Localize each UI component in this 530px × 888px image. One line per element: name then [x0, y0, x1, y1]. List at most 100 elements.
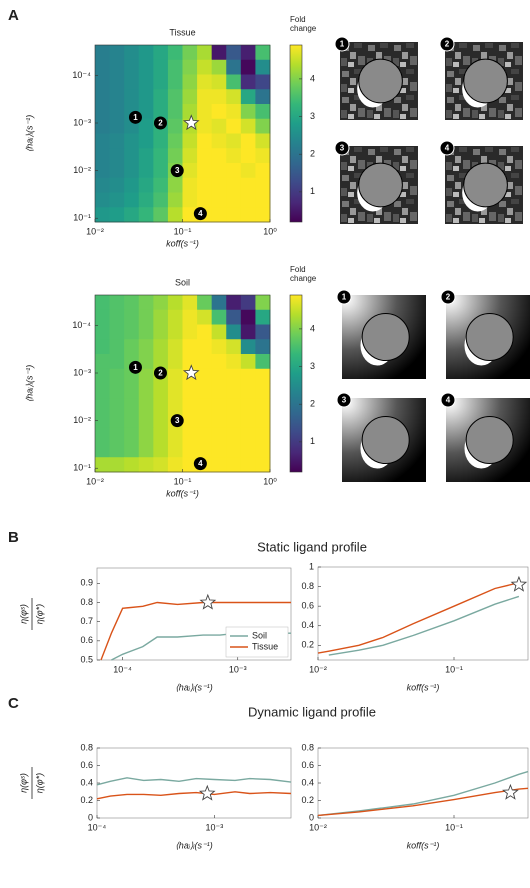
heatmap-cell — [153, 60, 168, 75]
x-axis-label: koff(s⁻¹) — [407, 840, 440, 850]
heatmap-cell — [226, 119, 241, 134]
heatmap-cell — [95, 75, 110, 90]
heatmap-cell — [95, 295, 110, 310]
heatmap-cell — [241, 193, 256, 208]
plot-frame — [318, 567, 528, 660]
x-tick-label: 10⁰ — [263, 476, 277, 486]
heatmap-cell — [226, 413, 241, 428]
heatmap-cell — [139, 384, 154, 399]
heatmap-cell — [183, 398, 198, 413]
heatmap-cell — [226, 163, 241, 178]
y-tick-label: 0.8 — [301, 581, 314, 591]
y-label-denominator: η(φ*) — [34, 604, 44, 624]
heatmap-cell — [183, 134, 198, 149]
heatmap-cell — [197, 60, 212, 75]
heatmap-cell — [139, 75, 154, 90]
heatmap-cell — [255, 163, 270, 178]
colorbar-tick-label: 2 — [310, 149, 315, 159]
x-tick-label: 10⁻³ — [205, 822, 223, 832]
heatmap-cell — [124, 178, 139, 193]
heatmap-cell — [168, 134, 183, 149]
heatmap-cell — [255, 207, 270, 222]
y-tick-label: 10⁻¹ — [73, 213, 91, 223]
x-tick-label: 10⁻¹ — [445, 822, 463, 832]
heatmap-cell — [241, 457, 256, 472]
heatmap-cell — [212, 45, 227, 60]
heatmap-cell — [241, 339, 256, 354]
heatmap-cell — [95, 193, 110, 208]
heatmap-cell — [124, 428, 139, 443]
heatmap-cell — [153, 384, 168, 399]
panel-letter: C — [8, 695, 19, 712]
heatmap-cell — [183, 89, 198, 104]
heatmap-cell — [110, 413, 125, 428]
heatmap-cell — [255, 45, 270, 60]
heatmap-cell — [241, 178, 256, 193]
heatmap-cell — [95, 457, 110, 472]
colorbar-tick-label: 3 — [310, 361, 315, 371]
heatmap-cell — [110, 457, 125, 472]
y-tick-label: 0 — [88, 812, 93, 822]
heatmap-cell — [255, 325, 270, 340]
heatmap-cell — [153, 457, 168, 472]
heatmap-cell — [95, 339, 110, 354]
heatmap-cell — [197, 178, 212, 193]
heatmap-cell — [95, 369, 110, 384]
thumbnail-badge-label: 2 — [445, 40, 450, 49]
heatmap-cell — [168, 443, 183, 458]
thumbnail-badge-label: 1 — [340, 40, 345, 49]
heatmap-cell — [212, 398, 227, 413]
colorbar — [290, 295, 302, 472]
heatmap-cell — [212, 60, 227, 75]
point-label: 1 — [133, 363, 138, 372]
heatmap-cell — [226, 428, 241, 443]
heatmap-cell — [212, 310, 227, 325]
heatmap-cell — [241, 369, 256, 384]
x-axis-label: koff(s⁻¹) — [166, 488, 199, 498]
heatmap-cell — [255, 354, 270, 369]
heatmap-cell — [153, 325, 168, 340]
heatmap-cell — [139, 310, 154, 325]
thumbnail: 2 — [441, 290, 530, 379]
heatmap-cell — [168, 45, 183, 60]
heatmap-cell — [95, 398, 110, 413]
y-axis-label-group: ⟨haᵢ⟩ᵢ(s⁻¹) — [24, 115, 34, 153]
y-tick-label: 0.4 — [301, 620, 314, 630]
heatmap-cell — [95, 207, 110, 222]
heatmap-cell — [124, 75, 139, 90]
point-label: 4 — [198, 459, 203, 468]
heatmap-cell — [241, 163, 256, 178]
heatmap-cell — [139, 295, 154, 310]
heatmap-cell — [255, 75, 270, 90]
heatmap-cell — [110, 354, 125, 369]
heatmap-cell — [95, 325, 110, 340]
x-tick-label: 10⁻¹ — [174, 476, 192, 486]
heatmap-cell — [212, 413, 227, 428]
heatmap-cell — [226, 134, 241, 149]
y-tick-label: 0.2 — [301, 640, 314, 650]
colorbar-label: Fold change — [290, 15, 322, 33]
cell-body — [362, 416, 409, 463]
heatmap-cell — [255, 339, 270, 354]
heatmap-cell — [241, 384, 256, 399]
heatmap-cell — [139, 178, 154, 193]
heatmap-cell — [197, 75, 212, 90]
heatmap-cell — [124, 413, 139, 428]
heatmap-cell — [153, 295, 168, 310]
heatmap-cell — [153, 89, 168, 104]
heatmap-cell — [241, 295, 256, 310]
heatmap-cell — [139, 207, 154, 222]
heatmap-cell — [139, 428, 154, 443]
heatmap-cell — [183, 339, 198, 354]
heatmap-cell — [212, 325, 227, 340]
heatmap-cell — [226, 148, 241, 163]
heatmap-cell — [183, 443, 198, 458]
heatmap-cell — [241, 104, 256, 119]
heatmap-cell — [110, 310, 125, 325]
x-tick-label: 10⁻¹ — [445, 664, 463, 674]
y-tick-label: 10⁻³ — [73, 117, 91, 127]
heatmap-cell — [241, 443, 256, 458]
heatmap-cell — [124, 163, 139, 178]
heatmap-cell — [241, 207, 256, 222]
heatmap-cell — [153, 443, 168, 458]
